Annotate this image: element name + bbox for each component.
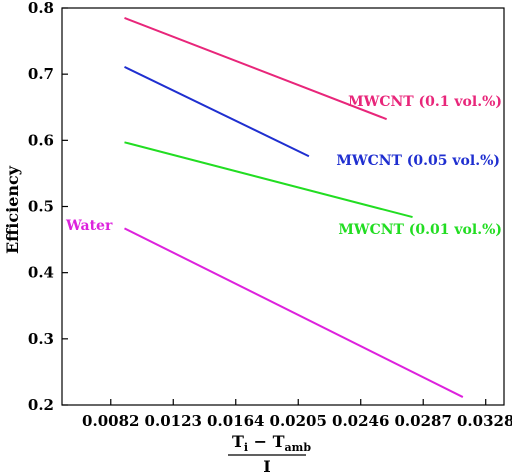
x-title-denominator: I [263, 457, 270, 476]
x-axis: 0.0082 0.0123 0.0164 0.0205 0.0246 0.0287 0.03… [82, 399, 512, 430]
x-title-sub2: amb [285, 441, 312, 454]
plot-frame [61, 7, 505, 406]
x-title-minus: − [248, 432, 273, 451]
y-tick-label: 0.4 [28, 264, 54, 282]
x-title-sub1: i [244, 441, 248, 454]
series-line [124, 227, 464, 398]
y-axis: 0.2 0.3 0.4 0.5 0.6 0.7 0.8 [28, 0, 68, 414]
series-label: MWCNT (0.05 vol.%) [336, 153, 500, 169]
series-line [124, 141, 413, 219]
series-label: Water [65, 218, 113, 234]
series-line [124, 16, 388, 121]
series-label: MWCNT (0.1 vol.%) [348, 94, 502, 110]
y-tick-label: 0.6 [28, 131, 54, 149]
series-line [124, 65, 310, 158]
svg-text:Ti − Tamb: Ti − Tamb [232, 432, 311, 454]
y-tick-label: 0.5 [28, 198, 54, 216]
y-tick-label: 0.7 [28, 65, 54, 83]
y-tick-label: 0.8 [28, 0, 54, 17]
y-tick-label: 0.2 [28, 396, 54, 414]
x-tick-label: 0.0246 [332, 412, 389, 430]
x-tick-label: 0.0082 [82, 412, 139, 430]
series-group [124, 16, 464, 398]
series-label: MWCNT (0.01 vol.%) [338, 222, 502, 238]
y-tick-label: 0.3 [28, 330, 54, 348]
x-tick-label: 0.0287 [395, 412, 452, 430]
x-tick-label: 0.0164 [207, 412, 264, 430]
x-title-base2: T [273, 432, 285, 451]
series-labels: MWCNT (0.1 vol.%) MWCNT (0.05 vol.%) MWCNT… [65, 94, 502, 238]
y-axis-title: Efficiency [3, 165, 22, 254]
x-title-base1: T [232, 432, 244, 451]
x-tick-label: 0.0123 [145, 412, 202, 430]
x-axis-title: Ti − Tamb I [228, 432, 311, 476]
x-tick-label: 0.0328 [457, 412, 512, 430]
x-tick-label: 0.0205 [270, 412, 327, 430]
